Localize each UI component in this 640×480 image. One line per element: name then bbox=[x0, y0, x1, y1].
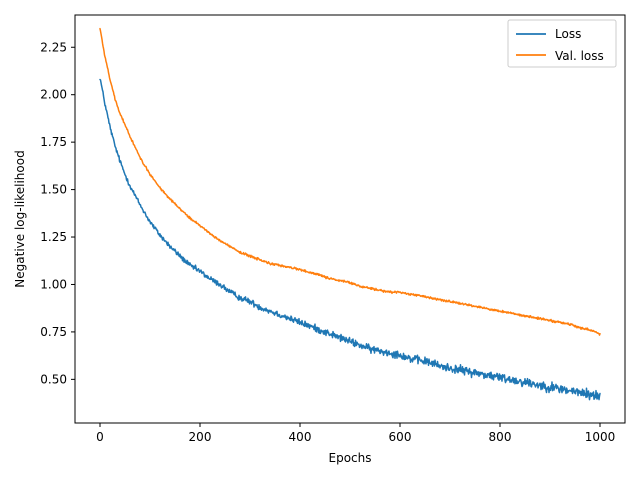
x-tick-label: 200 bbox=[189, 430, 212, 444]
x-tick-label: 0 bbox=[96, 430, 104, 444]
legend: Loss Val. loss bbox=[507, 19, 617, 68]
y-tick-label: 1.00 bbox=[40, 277, 67, 291]
loss-series-line bbox=[99, 78, 601, 401]
legend-label-loss: Loss bbox=[555, 27, 581, 41]
y-tick-label: 1.75 bbox=[40, 135, 67, 149]
x-tick-label: 1000 bbox=[585, 430, 616, 444]
ticks-layer: 0 200 400 600 800 1000 0.50 0.75 1.00 1.25 1.50 1.7… bbox=[40, 40, 615, 444]
plot-frame bbox=[74, 14, 626, 424]
x-tick-label: 600 bbox=[389, 430, 412, 444]
x-tick-label: 800 bbox=[489, 430, 512, 444]
x-tick-label: 400 bbox=[289, 430, 312, 444]
x-axis-label: Epochs bbox=[329, 451, 372, 465]
series-layer bbox=[99, 27, 601, 401]
val-loss-series-line bbox=[99, 27, 601, 336]
y-tick-label: 2.25 bbox=[40, 40, 67, 54]
y-tick-label: 0.50 bbox=[40, 372, 67, 386]
y-tick-label: 1.25 bbox=[40, 230, 67, 244]
legend-label-val-loss: Val. loss bbox=[555, 49, 604, 63]
y-tick-label: 2.00 bbox=[40, 88, 67, 102]
plot-area bbox=[74, 14, 626, 424]
y-tick-label: 1.50 bbox=[40, 183, 67, 197]
y-tick-label: 0.75 bbox=[40, 325, 67, 339]
y-axis-label: Negative log-likelihood bbox=[13, 150, 27, 287]
